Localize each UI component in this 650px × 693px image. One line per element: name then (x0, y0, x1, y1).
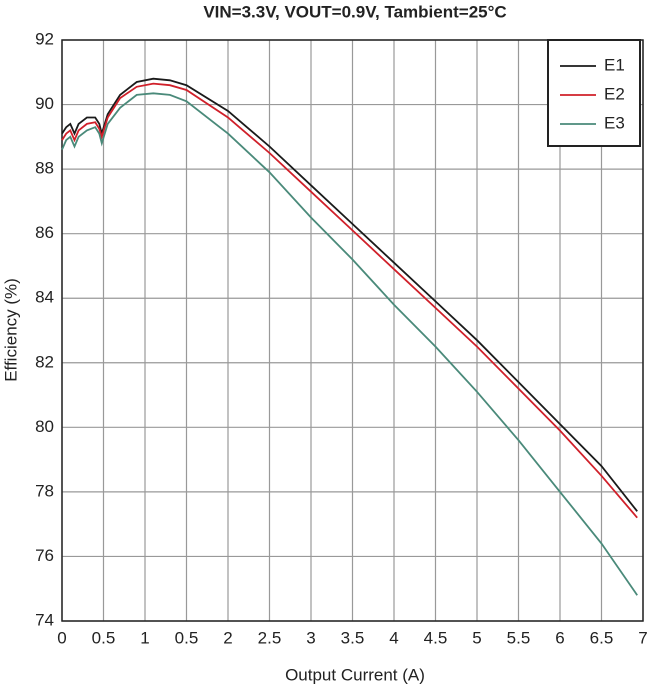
legend-box (547, 39, 641, 147)
y-tick-label: 84 (35, 288, 54, 307)
x-axis-label: Output Current (A) (285, 665, 425, 684)
x-tick-label: 0.5 (175, 628, 199, 647)
y-tick-label: 82 (35, 352, 54, 371)
x-tick-label: 0.5 (92, 628, 116, 647)
line-series (61, 92, 638, 596)
y-tick-label: 80 (35, 417, 54, 436)
y-tick-label: 90 (35, 94, 54, 113)
x-tick-label: 6 (555, 628, 564, 647)
y-tick-label: 92 (35, 29, 54, 48)
x-tick-label: 7 (638, 628, 647, 647)
x-tick-label: 3.5 (341, 628, 365, 647)
x-tick-label: 3 (306, 628, 315, 647)
x-tick-label: 4.5 (424, 628, 448, 647)
x-tick-label: 6.5 (590, 628, 614, 647)
y-tick-label: 76 (35, 546, 54, 565)
y-tick-label: 74 (35, 610, 54, 629)
x-tick-label: 2.5 (258, 628, 282, 647)
line-series (61, 82, 638, 519)
x-tick-label: 4 (389, 628, 398, 647)
chart-title: VIN=3.3V, VOUT=0.9V, Tambient=25°C (203, 2, 506, 21)
y-tick-label: 88 (35, 159, 54, 178)
y-axis-label: Efficiency (%) (1, 278, 20, 382)
y-tick-label: 78 (35, 481, 54, 500)
x-tick-label: 1 (140, 628, 149, 647)
legend-label: E1 (604, 55, 625, 74)
y-tick-label: 86 (35, 223, 54, 242)
legend-label: E3 (604, 113, 625, 132)
x-tick-label: 2 (223, 628, 232, 647)
plot-frame (61, 39, 644, 622)
line-series (61, 77, 638, 512)
x-tick-label: 0 (57, 628, 66, 647)
legend-label: E2 (604, 84, 625, 103)
x-tick-label: 5.5 (507, 628, 531, 647)
x-tick-label: 5 (472, 628, 481, 647)
